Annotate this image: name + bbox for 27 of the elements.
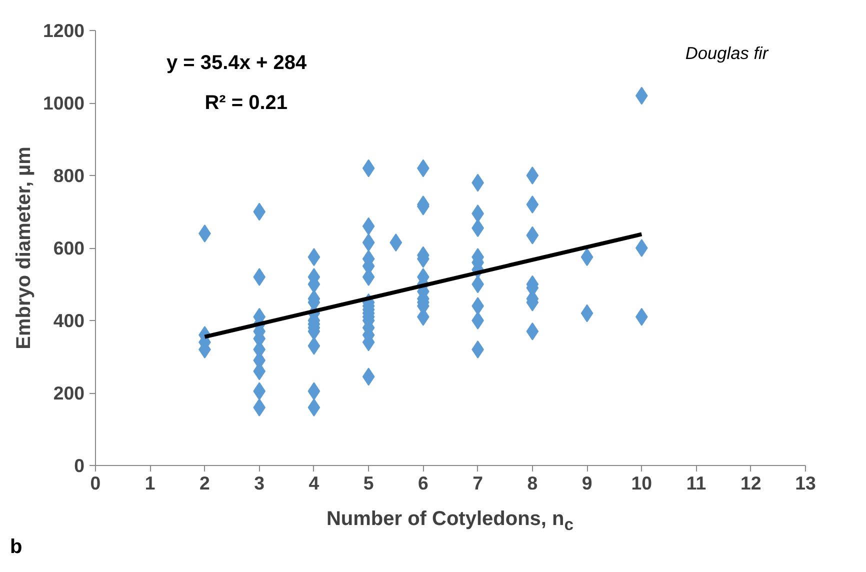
y-tick-label: 400 bbox=[53, 310, 85, 331]
annotation: y = 35.4x + 284 bbox=[166, 52, 308, 74]
y-tick-label: 1000 bbox=[42, 92, 85, 114]
x-tick-label: 4 bbox=[308, 472, 320, 494]
x-axis-title: Number of Cotyledons, n$_{c}$ bbox=[325, 507, 575, 536]
x-tick-label: 1 bbox=[144, 472, 156, 494]
y-tick-label: 800 bbox=[53, 165, 85, 186]
x-tick-label: 8 bbox=[527, 472, 538, 494]
y-tick-label: 600 bbox=[53, 238, 85, 258]
x-tick-label: 7 bbox=[472, 472, 484, 494]
y-tick-label: 0 bbox=[74, 455, 85, 476]
x-tick-label: 6 bbox=[418, 472, 428, 494]
x-tick-label: 0 bbox=[90, 472, 101, 494]
y-tick-label: 200 bbox=[53, 382, 85, 404]
x-tick-label: 12 bbox=[740, 472, 762, 494]
annotation: Douglas fir bbox=[685, 43, 770, 64]
y-axis-title: Embryo diameter, µm bbox=[12, 146, 35, 350]
x-tick-label: 2 bbox=[200, 472, 210, 494]
x-tick-label: 3 bbox=[254, 472, 265, 494]
annotation: R² = 0.21 bbox=[204, 92, 288, 114]
y-tick-label: 1200 bbox=[42, 20, 85, 41]
x-tick-label: 11 bbox=[686, 472, 706, 494]
x-tick-label: 10 bbox=[631, 472, 652, 494]
x-tick-label: 9 bbox=[582, 472, 592, 494]
text: b bbox=[10, 535, 22, 560]
x-tick-label: 13 bbox=[795, 472, 816, 494]
x-tick-label: 5 bbox=[363, 472, 374, 494]
